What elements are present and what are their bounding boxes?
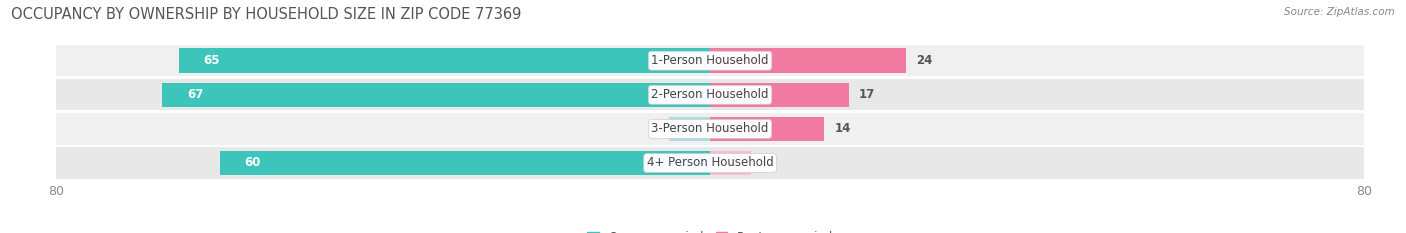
Bar: [710, 48, 905, 73]
Bar: [56, 79, 1364, 110]
Bar: [710, 116, 824, 141]
Bar: [710, 82, 849, 107]
Bar: [710, 151, 751, 175]
Legend: Owner-occupied, Renter-occupied: Owner-occupied, Renter-occupied: [582, 226, 838, 233]
Text: Source: ZipAtlas.com: Source: ZipAtlas.com: [1284, 7, 1395, 17]
Text: 4+ Person Household: 4+ Person Household: [647, 157, 773, 169]
Text: 67: 67: [187, 88, 204, 101]
Text: 0: 0: [761, 157, 769, 169]
Text: 24: 24: [915, 54, 932, 67]
Text: 2-Person Household: 2-Person Household: [651, 88, 769, 101]
Bar: [163, 82, 710, 107]
Text: 17: 17: [859, 88, 875, 101]
Text: 1-Person Household: 1-Person Household: [651, 54, 769, 67]
Bar: [56, 45, 1364, 76]
Bar: [669, 116, 710, 141]
Text: 3-Person Household: 3-Person Household: [651, 122, 769, 135]
Text: OCCUPANCY BY OWNERSHIP BY HOUSEHOLD SIZE IN ZIP CODE 77369: OCCUPANCY BY OWNERSHIP BY HOUSEHOLD SIZE…: [11, 7, 522, 22]
Text: 65: 65: [204, 54, 219, 67]
Text: 60: 60: [245, 157, 260, 169]
Bar: [56, 113, 1364, 144]
Bar: [56, 147, 1364, 179]
Bar: [219, 151, 710, 175]
Bar: [179, 48, 710, 73]
Text: 14: 14: [834, 122, 851, 135]
Text: 0: 0: [655, 122, 662, 135]
